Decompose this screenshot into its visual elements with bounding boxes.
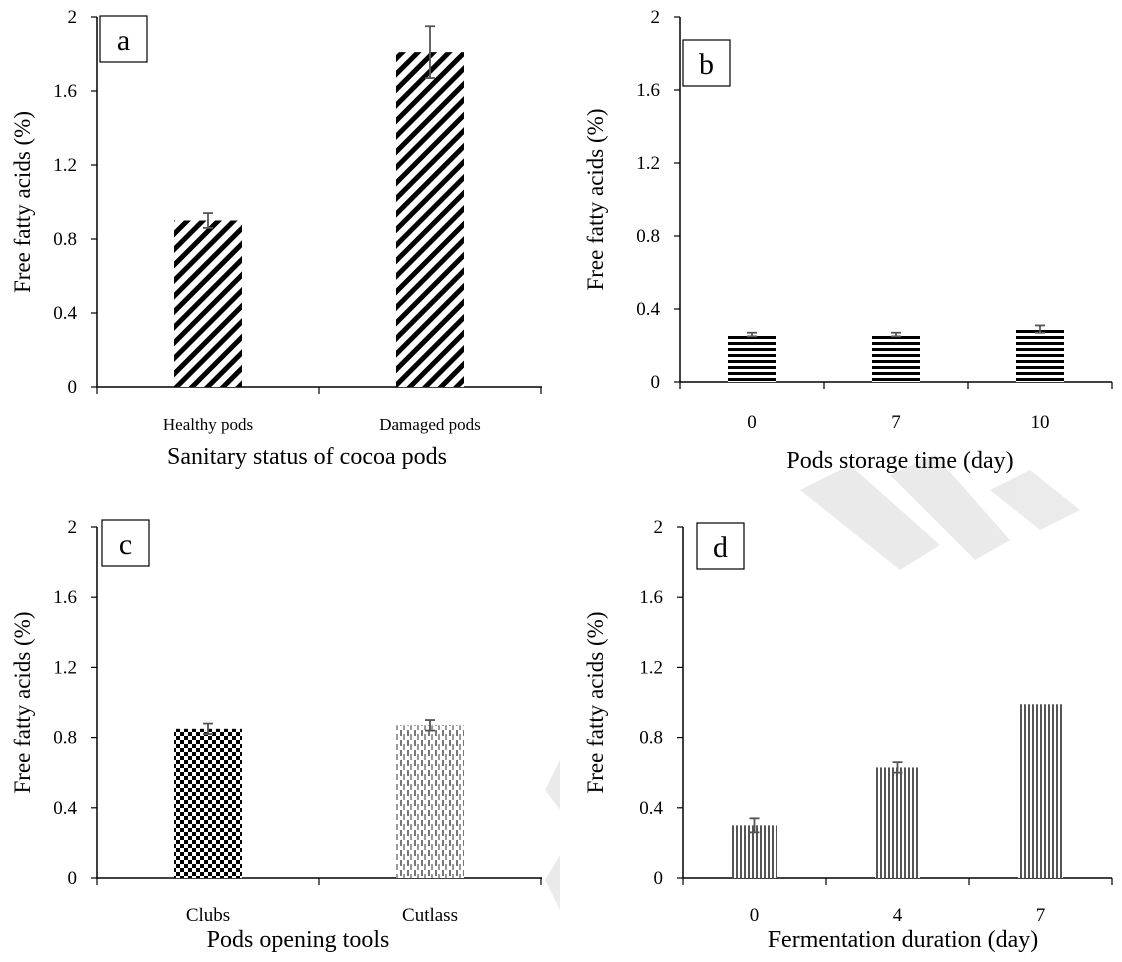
y-tick-label: 1.2	[636, 153, 660, 174]
bar-d-0	[732, 825, 777, 878]
y-tick-label: 0	[68, 868, 78, 889]
bar-c-0	[174, 728, 242, 878]
y-tick-label: 1.6	[53, 587, 77, 608]
panel-letter-box	[682, 39, 731, 87]
y-tick-label: 0.8	[639, 728, 663, 749]
category-label: Damaged pods	[379, 415, 481, 434]
category-label: 0	[747, 412, 757, 433]
bar-b-1	[872, 334, 920, 382]
y-tick-label: 1.6	[53, 81, 77, 102]
bar-c-1	[396, 725, 464, 878]
category-label: 7	[891, 412, 901, 433]
y-tick-label: 1.2	[53, 155, 77, 176]
y-tick-label: 2	[654, 517, 664, 538]
bar-d-2	[1018, 704, 1063, 878]
y-tick-label: 0	[654, 868, 664, 889]
watermark-shapes	[545, 455, 1080, 910]
y-tick-label: 1.6	[636, 80, 660, 101]
y-tick-label: 0.8	[636, 226, 660, 247]
x-axis-label: Pods opening tools	[207, 927, 390, 953]
y-tick-label: 0	[68, 377, 78, 398]
category-label: 4	[893, 905, 903, 926]
category-label: Healthy pods	[163, 415, 253, 434]
error-bar-d-0	[749, 817, 760, 834]
y-tick-label: 2	[68, 517, 78, 538]
chart-panel-c: 0 0.4 0.8 1.2 1.6 2 Clubs Cutlass Free fatty aci…	[10, 517, 542, 953]
category-label: 0	[750, 905, 760, 926]
error-bar-b-1	[891, 331, 901, 338]
y-tick-label: 1.2	[53, 657, 77, 678]
y-tick-label: 0	[651, 372, 661, 393]
category-label: 7	[1036, 905, 1046, 926]
error-bar-d-1	[892, 761, 903, 774]
error-bar-a-1	[425, 25, 435, 79]
panel-letter-box	[696, 522, 745, 570]
panel-letter-box	[101, 519, 150, 567]
panel-letter: d	[713, 531, 728, 564]
y-tick-label: 1.6	[639, 587, 663, 608]
error-bar-c-1	[425, 719, 435, 732]
error-bar-a-0	[203, 212, 213, 229]
panel-letter-box	[99, 15, 148, 63]
chart-panel-a: 0 0.4 0.8 1.2 1.6 2 Healthy pods Damaged pods Fr…	[10, 7, 542, 470]
category-label: Clubs	[186, 905, 230, 926]
category-label: 10	[1031, 412, 1050, 433]
x-axis-label: Fermentation duration (day)	[768, 927, 1039, 953]
x-axis-label: Pods storage time (day)	[786, 448, 1013, 474]
y-axis-label: Free fatty acids (%)	[583, 108, 608, 290]
y-tick-label: 0.8	[53, 728, 77, 749]
y-tick-label: 0.4	[636, 299, 660, 320]
error-bar-b-0	[747, 331, 757, 338]
y-tick-label: 0.4	[53, 303, 77, 324]
y-tick-label: 0.8	[53, 229, 77, 250]
bar-d-1	[875, 767, 920, 878]
error-bar-b-2	[1035, 324, 1045, 334]
error-bar-c-0	[203, 722, 213, 735]
y-axis-label: Free fatty acids (%)	[10, 111, 35, 293]
bar-b-0	[728, 334, 776, 382]
y-tick-label: 1.2	[639, 657, 663, 678]
y-tick-label: 0.4	[639, 798, 663, 819]
y-axis-label: Free fatty acids (%)	[583, 611, 608, 793]
bar-a-1	[396, 52, 464, 388]
chart-panel-b: 0 0.4 0.8 1.2 1.6 2 0 7 10 Free fatty acids (%) Po…	[583, 7, 1113, 474]
x-axis-label: Sanitary status of cocoa pods	[167, 444, 447, 470]
panel-letter: b	[699, 48, 714, 81]
panel-letter: a	[117, 24, 130, 57]
bar-b-2	[1016, 329, 1064, 382]
chart-panel-d: 0 0.4 0.8 1.2 1.6 2 0 4 7 Free fatty acids (%) Fer…	[583, 517, 1113, 953]
y-tick-label: 2	[68, 7, 78, 28]
y-tick-label: 0.4	[53, 798, 77, 819]
panel-letter: c	[119, 528, 132, 561]
category-label: Cutlass	[402, 905, 458, 926]
bar-a-0	[174, 220, 242, 387]
y-tick-label: 2	[651, 7, 661, 28]
y-axis-label: Free fatty acids (%)	[10, 611, 35, 793]
